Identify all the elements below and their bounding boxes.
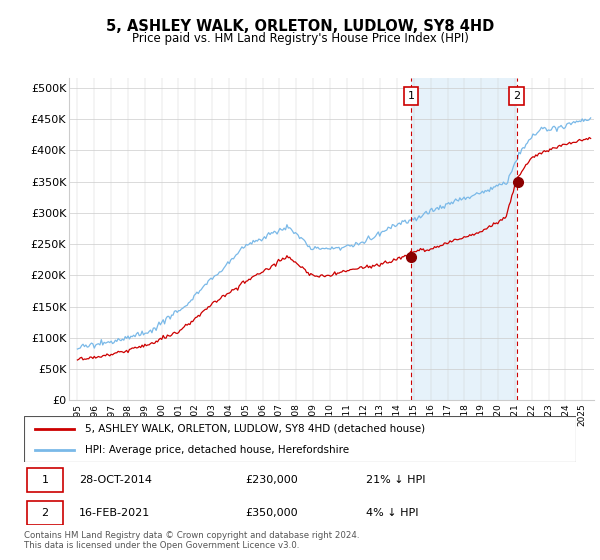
Text: 2: 2: [41, 508, 49, 518]
FancyBboxPatch shape: [24, 416, 576, 462]
Text: HPI: Average price, detached house, Herefordshire: HPI: Average price, detached house, Here…: [85, 445, 349, 455]
Text: Contains HM Land Registry data © Crown copyright and database right 2024.
This d: Contains HM Land Registry data © Crown c…: [24, 531, 359, 550]
Text: £350,000: £350,000: [245, 508, 298, 518]
Text: 16-FEB-2021: 16-FEB-2021: [79, 508, 151, 518]
Text: Price paid vs. HM Land Registry's House Price Index (HPI): Price paid vs. HM Land Registry's House …: [131, 31, 469, 45]
Text: £230,000: £230,000: [245, 475, 298, 485]
Text: 4% ↓ HPI: 4% ↓ HPI: [366, 508, 419, 518]
Text: 2: 2: [514, 91, 520, 101]
FancyBboxPatch shape: [27, 468, 62, 492]
Bar: [411, 78, 517, 400]
Text: 1: 1: [41, 475, 49, 485]
Text: 21% ↓ HPI: 21% ↓ HPI: [366, 475, 426, 485]
Text: 5, ASHLEY WALK, ORLETON, LUDLOW, SY8 4HD (detached house): 5, ASHLEY WALK, ORLETON, LUDLOW, SY8 4HD…: [85, 423, 425, 433]
Text: 1: 1: [407, 91, 415, 101]
Text: 28-OCT-2014: 28-OCT-2014: [79, 475, 152, 485]
FancyBboxPatch shape: [27, 501, 62, 525]
Text: 5, ASHLEY WALK, ORLETON, LUDLOW, SY8 4HD: 5, ASHLEY WALK, ORLETON, LUDLOW, SY8 4HD: [106, 20, 494, 34]
